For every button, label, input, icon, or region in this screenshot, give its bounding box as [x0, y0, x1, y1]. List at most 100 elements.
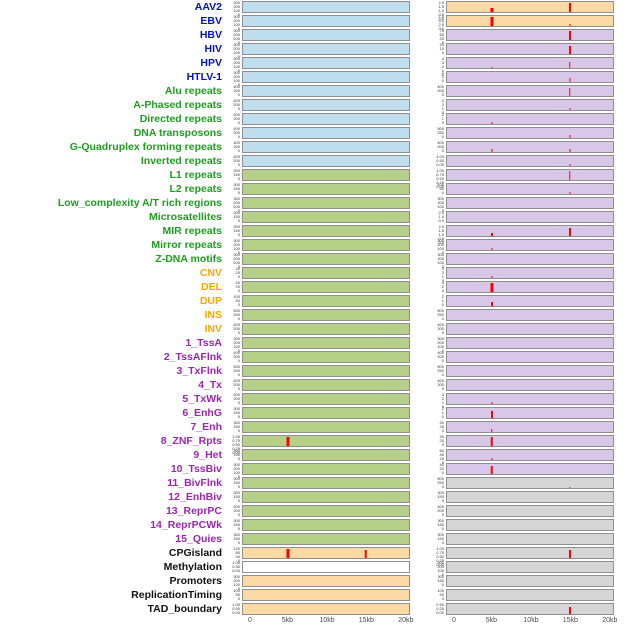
- y-tick-label: 0.0: [438, 26, 444, 31]
- right-y-axis-ticks: 20 10 0: [430, 43, 446, 55]
- y-tick-label: 200: [233, 144, 240, 149]
- y-tick-label: 7.5: [438, 14, 444, 19]
- track-row: Mirror repeats 300 200 100 0 300 200 100 0: [0, 238, 630, 255]
- signal-peak: [569, 87, 571, 96]
- left-track-panel: [242, 57, 410, 69]
- y-tick-label: 300: [233, 238, 240, 243]
- y-tick-label: 40: [439, 434, 444, 439]
- right-track-panel: [446, 589, 614, 601]
- right-y-axis-ticks: 1.00 0.75 0.50 0.25 0.00: [430, 169, 446, 189]
- y-tick-label: 100: [233, 294, 240, 299]
- y-tick-label: 150: [233, 494, 240, 499]
- y-tick-label: 0: [441, 414, 444, 419]
- y-tick-label: 200: [233, 340, 240, 345]
- y-tick-label: 0: [441, 120, 444, 125]
- column-gap: [410, 182, 430, 196]
- y-tick-label: 1: [441, 106, 444, 111]
- y-tick-label: 0.00: [436, 562, 444, 567]
- right-track-panel: [446, 169, 614, 181]
- y-tick-label: 0: [237, 540, 240, 545]
- y-tick-label: 40: [235, 554, 240, 559]
- y-tick-label: 0: [237, 526, 240, 531]
- y-tick-label: 400: [233, 350, 240, 355]
- y-tick-label: 2: [441, 102, 444, 107]
- y-tick-label: 0: [237, 386, 240, 391]
- y-tick-label: 500: [233, 308, 240, 313]
- column-gap: [410, 518, 430, 532]
- left-y-axis-ticks: 40 20 0: [226, 267, 242, 279]
- y-tick-label: 200: [233, 32, 240, 37]
- y-tick-label: 300: [233, 224, 240, 229]
- column-gap: [410, 490, 430, 504]
- right-track-panel: [446, 379, 614, 391]
- y-tick-label: 0.25: [436, 606, 444, 611]
- y-tick-label: 3: [441, 60, 444, 65]
- y-tick-label: 400: [233, 84, 240, 89]
- y-tick-label: 200: [233, 116, 240, 121]
- signal-peak: [568, 550, 571, 558]
- y-tick-label: 400: [233, 112, 240, 117]
- right-y-axis-ticks: 500 250 0: [430, 477, 446, 489]
- track-row: L2 repeats 300 150 0 100 50 0: [0, 182, 630, 196]
- y-tick-label: 0: [441, 72, 444, 77]
- y-tick-label: 0: [237, 208, 240, 213]
- right-track-panel: [446, 323, 614, 335]
- y-tick-label: 400: [233, 504, 240, 509]
- y-tick-label: 0.5: [438, 236, 444, 241]
- track-row: Alu repeats 400 200 0 400 200 0: [0, 84, 630, 98]
- y-tick-label: 0: [237, 558, 240, 563]
- y-tick-label: 100: [233, 344, 240, 349]
- signal-peak: [286, 437, 290, 446]
- track-label: 4_Tx: [198, 379, 222, 391]
- y-tick-label: 0.50: [436, 176, 444, 181]
- right-track-panel: [446, 435, 614, 447]
- y-tick-label: 300: [233, 182, 240, 187]
- track-label: L1 repeats: [169, 169, 222, 181]
- x-axis-right: 0 5kb 10kb 15kb 20kb: [446, 616, 617, 628]
- y-tick-label: 200: [233, 130, 240, 135]
- right-y-axis-ticks: 60 40 20 0: [430, 449, 446, 465]
- y-tick-label: 100: [233, 36, 240, 41]
- y-tick-label: 0: [441, 134, 444, 139]
- y-tick-label: 500: [437, 364, 444, 369]
- y-tick-label: 0: [237, 176, 240, 181]
- y-tick-label: 1.00: [232, 560, 240, 565]
- y-tick-label: 200: [437, 354, 444, 359]
- track-label: Z-DNA motifs: [155, 253, 222, 265]
- left-y-axis-ticks: 400 200 0: [226, 505, 242, 517]
- track-label: ReplicationTiming: [131, 589, 222, 601]
- left-y-axis-ticks: 400 200 0: [226, 393, 242, 405]
- y-tick-label: 250: [233, 368, 240, 373]
- y-tick-label: 1.5: [438, 228, 444, 233]
- y-tick-label: 250: [437, 130, 444, 135]
- track-row: DUP 100 50 0 2 1 0: [0, 294, 630, 308]
- left-track-panel: [242, 253, 410, 265]
- y-tick-label: 400: [437, 504, 444, 509]
- y-tick-label: 20: [439, 466, 444, 471]
- y-tick-label: 0: [237, 484, 240, 489]
- y-tick-label: 300: [233, 42, 240, 47]
- left-track-panel: [242, 183, 410, 195]
- y-tick-label: 0: [237, 474, 240, 479]
- column-gap: [410, 406, 430, 420]
- left-y-axis-ticks: 300 200 100 0: [226, 253, 242, 269]
- y-tick-label: 400: [233, 140, 240, 145]
- right-y-axis-ticks: 2.0 1.5 1.0 0.5 0.0: [430, 1, 446, 21]
- y-tick-label: 75: [439, 28, 444, 33]
- column-gap: [410, 504, 430, 518]
- signal-peak: [569, 134, 571, 138]
- left-track-panel: [242, 575, 410, 587]
- y-tick-label: 40: [439, 420, 444, 425]
- y-tick-label: 0: [441, 404, 444, 409]
- column-gap: [410, 420, 430, 434]
- track-label: 7_Enh: [190, 421, 222, 433]
- track-row: 2_TssAFlnk 400 200 0 400 200 0: [0, 350, 630, 364]
- y-tick-label: 0: [237, 330, 240, 335]
- left-track-panel: [242, 281, 410, 293]
- y-tick-label: 300: [437, 238, 444, 243]
- column-gap: [410, 560, 430, 574]
- y-tick-label: 0: [237, 316, 240, 321]
- y-tick-label: 200: [437, 200, 444, 205]
